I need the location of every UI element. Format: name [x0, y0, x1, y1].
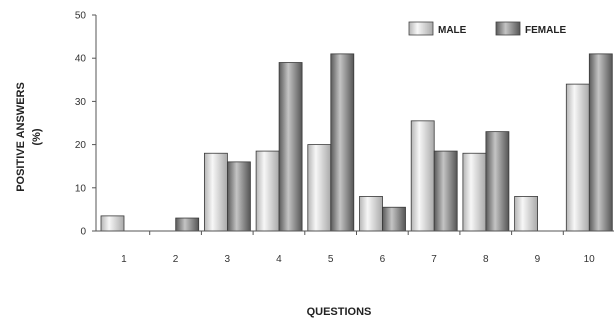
y-tick-label: 30 — [75, 97, 87, 108]
legend-swatch-male — [408, 21, 434, 36]
y-tick-label: 50 — [75, 11, 87, 22]
x-tick-label: 10 — [584, 254, 596, 265]
x-tick-label: 2 — [173, 254, 179, 265]
x-axis-title: QUESTIONS — [307, 306, 372, 318]
y-axis-title-line1: POSITIVE ANSWERS — [15, 82, 27, 192]
x-tick-label: 4 — [276, 254, 282, 265]
y-tick-label: 0 — [80, 227, 86, 238]
bar-male — [565, 83, 590, 232]
bar-female — [278, 62, 303, 232]
legend-label-male: MALE — [438, 25, 467, 36]
x-tick-label: 8 — [483, 254, 489, 265]
bar-male — [203, 152, 228, 232]
y-tick-label: 40 — [75, 54, 87, 65]
bar-female — [175, 217, 200, 232]
bar-female — [382, 206, 406, 232]
legend: MALE FEMALE — [408, 21, 566, 36]
x-tick-label: 5 — [328, 254, 334, 265]
bar-female — [330, 53, 355, 232]
x-tick-label: 6 — [380, 254, 386, 265]
legend-label-female: FEMALE — [525, 25, 566, 36]
y-axis-ticks: 0 10 20 30 40 50 — [75, 11, 96, 238]
bar-male — [307, 144, 332, 232]
bar-female — [433, 150, 458, 232]
y-tick-label: 20 — [75, 140, 87, 151]
legend-swatch-female — [495, 21, 521, 36]
bar-male — [255, 150, 280, 232]
x-tick-label: 9 — [535, 254, 541, 265]
bar-female — [588, 53, 613, 232]
x-axis-ticks: 1 2 3 4 5 6 7 8 9 10 — [121, 231, 596, 265]
bar-female — [226, 161, 251, 232]
bar-male — [100, 215, 125, 232]
bar-male — [359, 196, 383, 232]
x-tick-label: 1 — [121, 254, 127, 265]
bars — [100, 53, 613, 232]
x-tick-label: 3 — [224, 254, 230, 265]
bar-female — [485, 131, 510, 232]
bar-male — [410, 120, 435, 232]
y-axis-title-line2: (%) — [31, 128, 43, 145]
y-tick-label: 10 — [75, 183, 87, 194]
bar-male — [462, 152, 487, 232]
bar-male — [514, 196, 538, 232]
x-tick-label: 7 — [431, 254, 437, 265]
